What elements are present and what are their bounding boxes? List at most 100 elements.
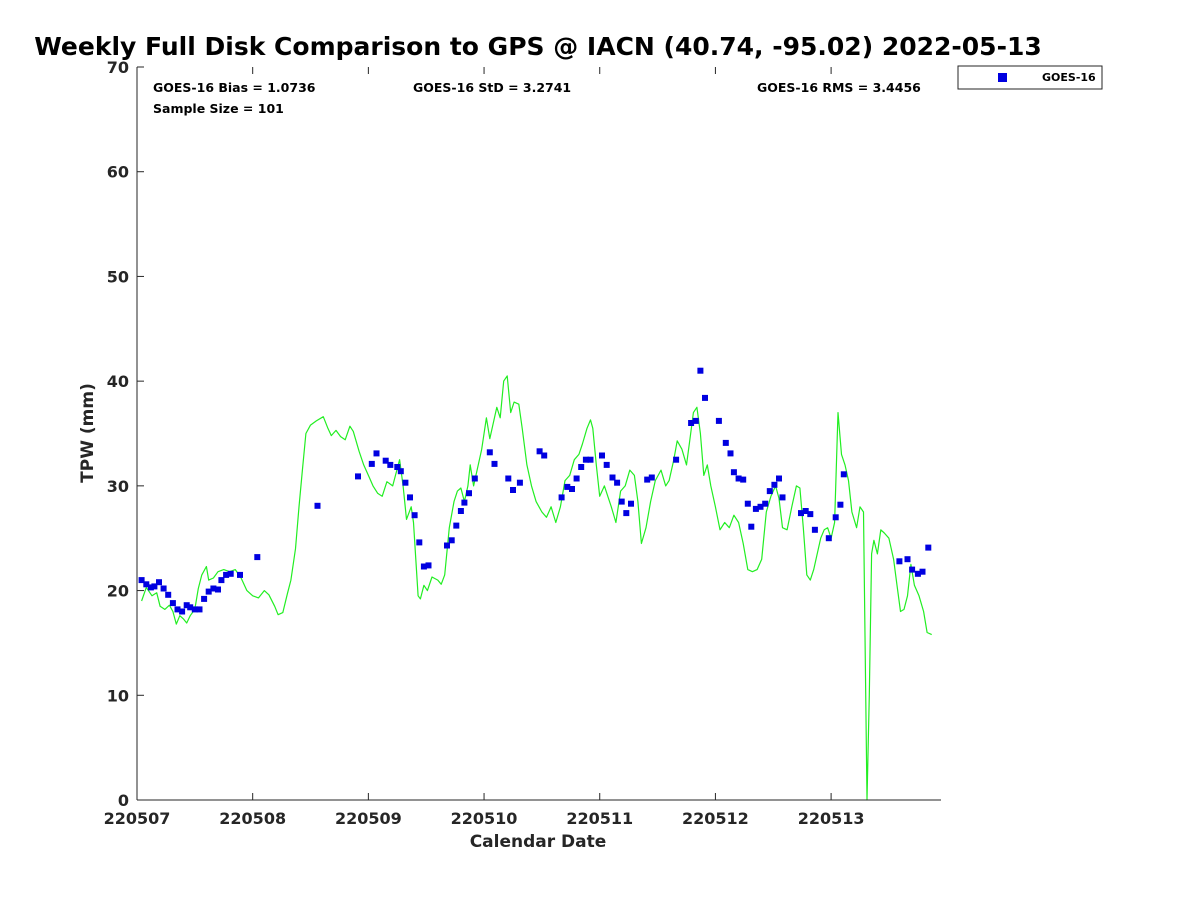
goes-16-point <box>179 608 186 615</box>
legend-marker-goes-16 <box>998 73 1007 82</box>
goes-16-point <box>147 584 154 591</box>
goes-16-point <box>766 488 773 495</box>
goes-16-point <box>368 460 375 467</box>
goes-16-point <box>461 499 468 506</box>
goes-16-point <box>471 475 478 482</box>
y-tick-label: 60 <box>107 163 129 182</box>
goes-16-point <box>919 568 926 575</box>
goes-16-point <box>191 606 198 613</box>
legend-box <box>957 65 1103 90</box>
x-tick-labels: 220507 220508 220509 220510 220511 220512 2205… <box>104 809 865 828</box>
goes-16-point <box>673 456 680 463</box>
goes-16-point <box>740 476 747 483</box>
goes-16-point <box>453 522 460 529</box>
goes-16-point <box>541 452 548 459</box>
goes-16-point <box>904 556 911 563</box>
goes-16-point <box>223 571 230 578</box>
y-tick-label: 70 <box>107 58 129 77</box>
goes-16-point <box>837 501 844 508</box>
goes-16-point <box>748 523 755 530</box>
sample-size: Sample Size = 101 <box>153 101 284 116</box>
goes-16-point <box>564 483 571 490</box>
goes-16-point <box>160 585 167 592</box>
goes-16-point <box>387 461 394 468</box>
goes-16-point <box>623 510 630 517</box>
goes-16-point <box>618 498 625 505</box>
goes-16-point <box>896 558 903 565</box>
goes-16-point <box>165 591 172 598</box>
chart-title: Weekly Full Disk Comparison to GPS @ IAC… <box>34 32 1042 61</box>
legend-label-goes-16: GOES-16 <box>1042 71 1096 84</box>
goes-16-point <box>466 490 472 497</box>
y-tick-label: 0 <box>118 791 129 810</box>
rms-stat: GOES-16 RMS = 3.4456 <box>757 80 921 95</box>
y-tick-label: 50 <box>107 267 129 286</box>
goes-16-point <box>201 595 208 602</box>
goes-16-point <box>457 508 464 514</box>
goes-16-point <box>227 570 234 577</box>
goes-16-point <box>587 456 594 463</box>
legend: GOES-16 <box>957 65 1103 90</box>
goes-16-point <box>715 417 722 424</box>
goes-16-point <box>914 570 921 577</box>
goes-16-point <box>609 474 616 481</box>
x-tick-label: 220507 <box>104 809 171 828</box>
goes-16-point <box>394 464 401 470</box>
goes-16-point <box>205 588 212 595</box>
goes-16-point <box>218 577 225 584</box>
goes-16-point <box>752 505 759 512</box>
goes-16-point <box>569 486 575 492</box>
goes-16-point <box>573 475 580 482</box>
goes-16-point <box>187 604 194 611</box>
goes-16-point <box>762 500 769 507</box>
goes-16-point <box>536 448 543 455</box>
goes-16-point <box>776 475 782 482</box>
goes-16-point <box>505 475 512 482</box>
x-tick-label: 220509 <box>335 809 402 828</box>
gps-line <box>141 375 932 801</box>
goes-16-point <box>151 583 158 590</box>
y-tick-label: 30 <box>107 477 129 496</box>
goes-16-point <box>727 450 734 457</box>
y-tick-label: 10 <box>107 686 129 705</box>
goes-16-point <box>802 508 809 514</box>
goes-16-point <box>735 475 742 482</box>
goes-16-point <box>757 503 764 510</box>
y-axis-label: TPW (mm) <box>78 383 98 483</box>
x-tick-label: 220513 <box>798 809 865 828</box>
goes-16-point <box>355 473 361 480</box>
y-tick-label: 40 <box>107 372 129 391</box>
goes-16-point <box>558 494 565 501</box>
goes-16-point <box>614 479 621 486</box>
goes-16-point <box>491 460 498 467</box>
goes-16-point <box>603 461 610 468</box>
y-tick-labels: 0 10 20 30 40 50 60 70 <box>107 58 129 810</box>
goes-16-point <box>578 464 585 470</box>
goes-16-point <box>183 602 190 609</box>
goes-16-point <box>254 554 261 561</box>
bias-stat: GOES-16 Bias = 1.0736 <box>153 80 316 95</box>
goes-16-point <box>382 457 389 464</box>
goes-16-point <box>644 476 651 483</box>
goes-16-point <box>697 367 704 374</box>
goes-16-point <box>373 450 380 457</box>
goes-16-point <box>744 500 751 507</box>
goes-16-point <box>196 606 203 613</box>
goes-16-point <box>730 469 737 476</box>
x-axis-label: Calendar Date <box>470 832 607 852</box>
x-tick-label: 220511 <box>566 809 633 828</box>
x-tick-label: 220510 <box>451 809 518 828</box>
goes-16-point <box>516 479 523 486</box>
goes-16-point <box>215 586 221 593</box>
goes-16-point <box>628 500 634 507</box>
goes-16-point <box>210 585 217 592</box>
goes-16-point <box>411 512 418 519</box>
plot-area <box>137 67 941 800</box>
goes-16-point <box>486 449 493 456</box>
goes-16-point <box>448 537 455 544</box>
goes-16-point <box>237 571 243 578</box>
goes-16-point <box>599 452 605 459</box>
goes-16-point <box>832 514 839 521</box>
goes-16-point <box>169 600 176 607</box>
